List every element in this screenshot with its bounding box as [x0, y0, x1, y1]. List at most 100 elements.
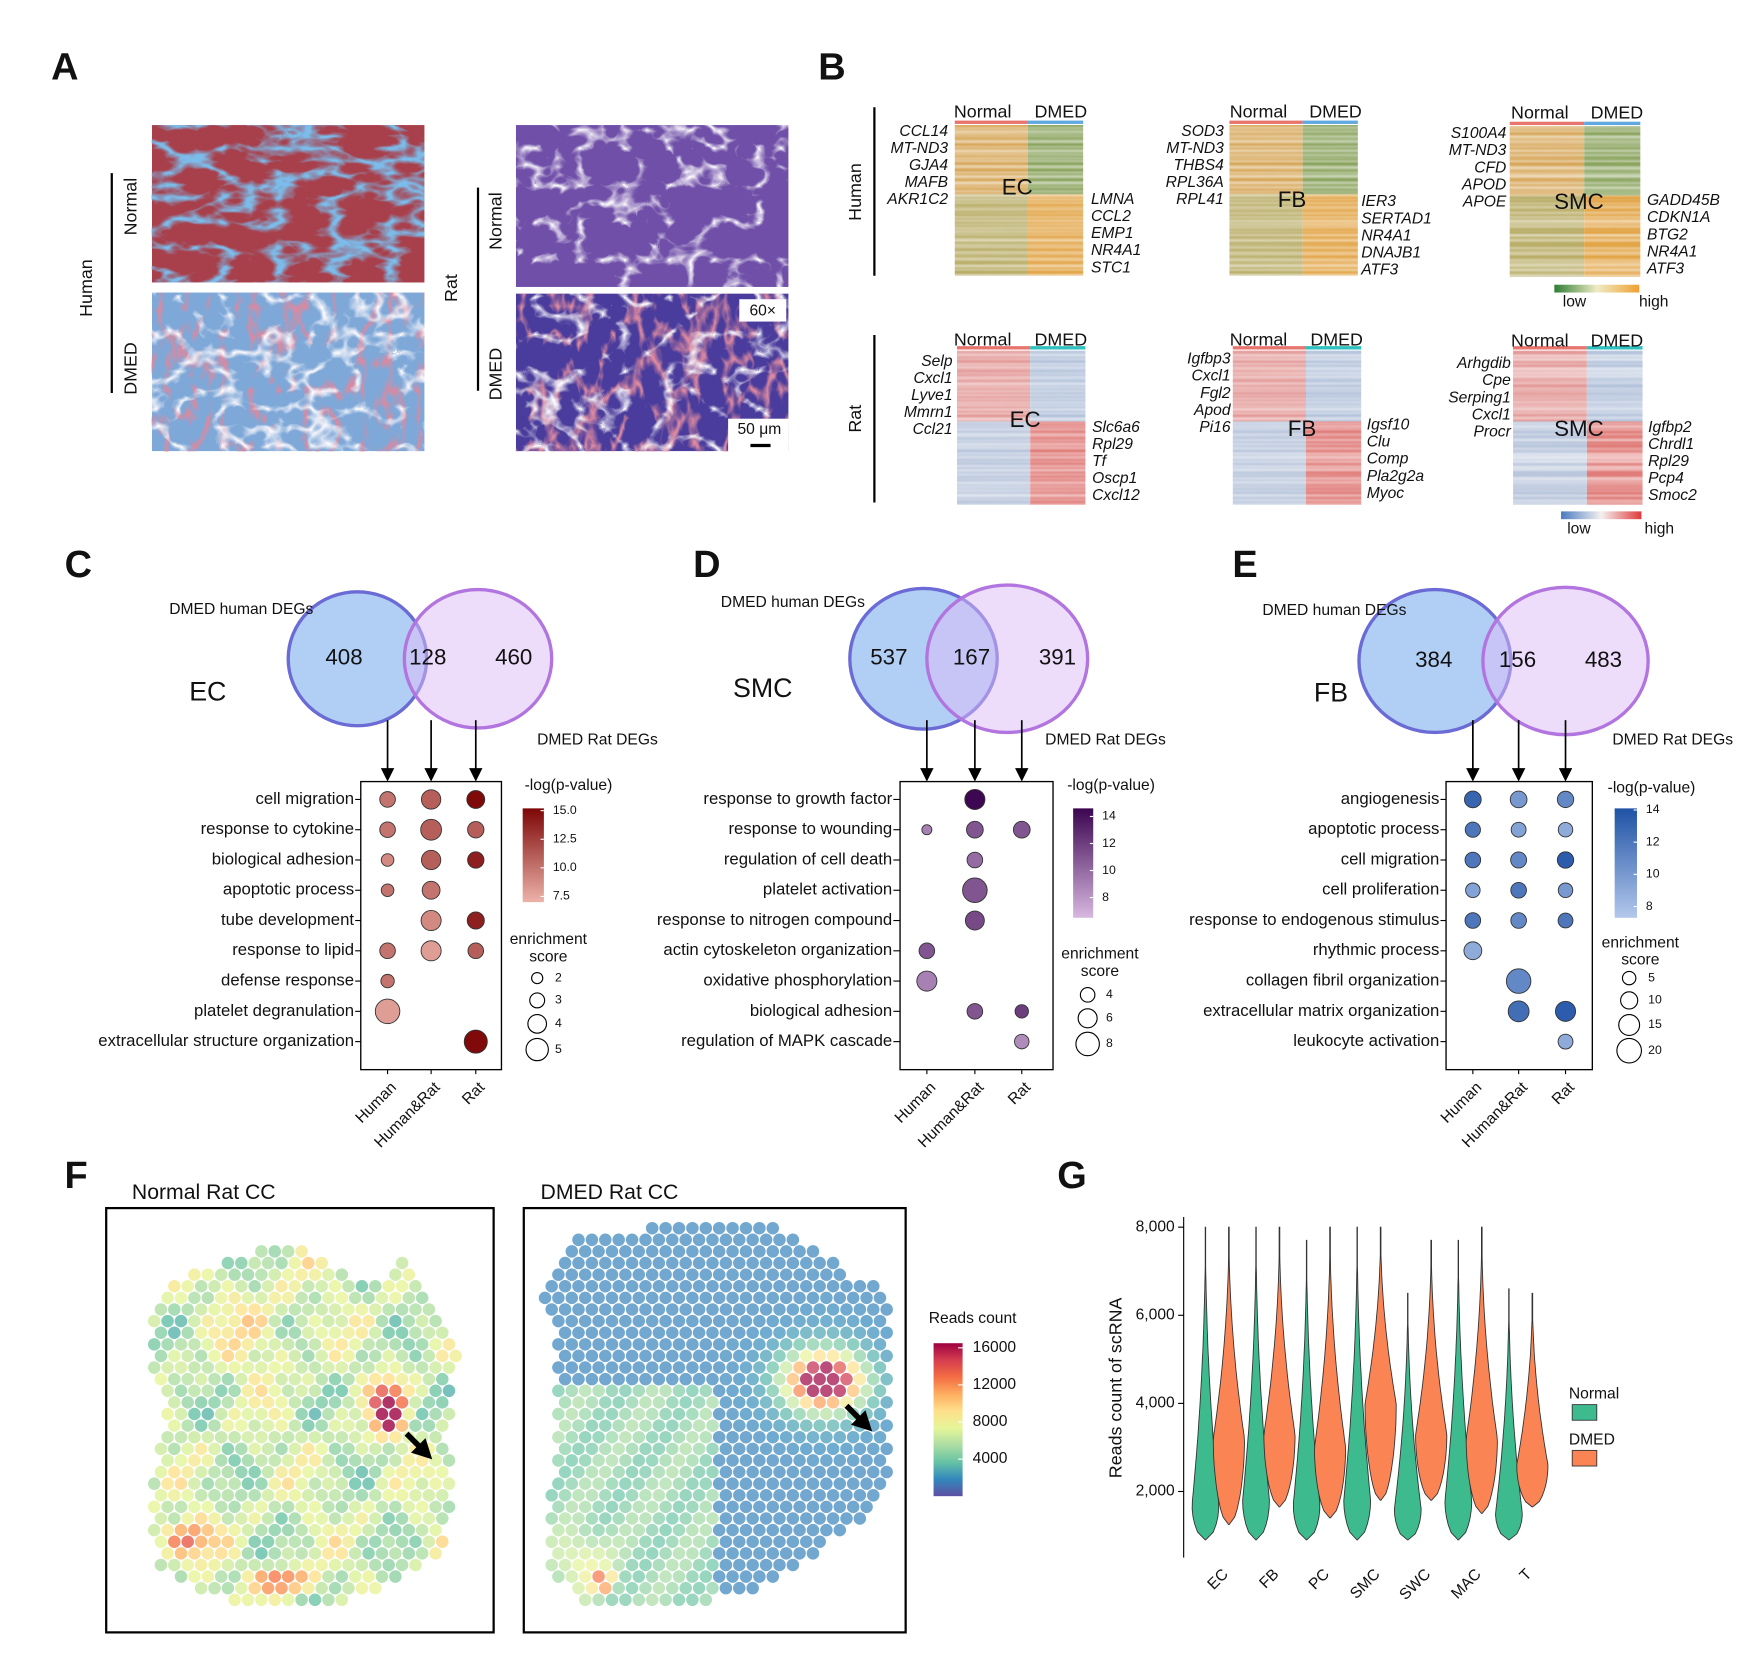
- gene-label: THBS4: [1173, 157, 1224, 174]
- spot: [308, 1384, 322, 1398]
- spot: [612, 1326, 625, 1339]
- spot: [806, 1500, 820, 1514]
- spot: [268, 1570, 282, 1583]
- condition-label: Normal: [121, 178, 141, 236]
- spot: [605, 1523, 619, 1537]
- spot: [161, 1384, 174, 1398]
- maps: [147, 1221, 893, 1607]
- spot: [355, 1465, 369, 1479]
- spot: [201, 1454, 215, 1467]
- spot: [645, 1338, 659, 1351]
- spot: [672, 1477, 686, 1490]
- spot: [612, 1512, 625, 1525]
- spot: [699, 1268, 713, 1281]
- spot: [833, 1430, 847, 1444]
- spot: [692, 1442, 706, 1456]
- spot: [800, 1280, 813, 1293]
- spot: [194, 1419, 208, 1432]
- spot: [415, 1454, 429, 1467]
- spot: [572, 1512, 585, 1525]
- spot: [712, 1245, 726, 1258]
- spot: [241, 1361, 255, 1374]
- spot: [619, 1245, 632, 1258]
- spot: [558, 1303, 572, 1316]
- spot: [712, 1500, 726, 1514]
- spot: [639, 1326, 652, 1339]
- spot: [552, 1454, 565, 1467]
- spot: [572, 1326, 585, 1339]
- spot: [208, 1396, 221, 1409]
- dot: [1464, 912, 1482, 929]
- spot: [255, 1500, 268, 1514]
- spot: [335, 1547, 349, 1560]
- spot: [194, 1535, 208, 1548]
- spot: [281, 1384, 295, 1398]
- image-texture: [151, 125, 425, 283]
- spot: [281, 1314, 295, 1328]
- spot: [733, 1372, 746, 1386]
- spot: [241, 1430, 255, 1444]
- spot: [786, 1442, 800, 1456]
- spot: [719, 1419, 733, 1432]
- spot: [645, 1547, 659, 1560]
- spot: [578, 1338, 592, 1351]
- panel-label: F: [64, 1155, 87, 1197]
- spot: [328, 1372, 342, 1386]
- spot: [322, 1477, 335, 1490]
- spot: [362, 1547, 375, 1560]
- spot: [302, 1465, 315, 1479]
- y-tick-label: 4,000: [1136, 1395, 1175, 1412]
- spot: [759, 1558, 773, 1572]
- term-label: response to endogenous stimulus: [1189, 910, 1439, 929]
- spot: [753, 1430, 766, 1444]
- spot: [813, 1489, 826, 1502]
- spot: [402, 1291, 416, 1305]
- dot: [966, 851, 984, 869]
- gene-label: BTG2: [1647, 226, 1688, 243]
- spot: [241, 1268, 255, 1281]
- spot: [558, 1280, 572, 1293]
- spot: [328, 1558, 342, 1572]
- spot: [395, 1396, 409, 1409]
- spot: [820, 1523, 833, 1537]
- spot: [706, 1419, 719, 1432]
- spot: [348, 1361, 362, 1374]
- spot: [645, 1384, 659, 1398]
- spot: [833, 1361, 847, 1374]
- size-legend-label: 6: [1106, 1011, 1113, 1025]
- spot: [619, 1407, 632, 1421]
- spot: [826, 1303, 840, 1316]
- spot: [733, 1581, 746, 1595]
- condition-label: Normal: [486, 192, 506, 250]
- spot: [786, 1233, 800, 1247]
- spot: [619, 1570, 632, 1583]
- spot: [592, 1314, 605, 1328]
- spot: [612, 1465, 625, 1479]
- spot: [235, 1303, 248, 1316]
- scale-bar-label: 50 μm: [738, 421, 782, 438]
- spot: [605, 1547, 619, 1560]
- spot: [880, 1419, 893, 1432]
- spot: [599, 1512, 612, 1525]
- spot: [389, 1384, 402, 1398]
- spot: [652, 1280, 666, 1293]
- spot: [806, 1384, 820, 1398]
- spot: [826, 1512, 840, 1525]
- term-label: response to cytokine: [201, 819, 354, 838]
- spot: [235, 1256, 248, 1270]
- spot: [712, 1430, 726, 1444]
- spot: [619, 1291, 632, 1305]
- spot: [295, 1268, 308, 1281]
- spot: [666, 1326, 679, 1339]
- spot: [800, 1535, 813, 1548]
- venn-rat: [925, 583, 1090, 735]
- spot: [753, 1523, 766, 1537]
- spot: [853, 1465, 867, 1479]
- venn-count: 483: [1585, 647, 1622, 672]
- spot: [342, 1396, 355, 1409]
- spot: [375, 1338, 389, 1351]
- spot: [355, 1280, 369, 1293]
- spot: [415, 1338, 429, 1351]
- spot: [793, 1384, 806, 1398]
- spot: [645, 1291, 659, 1305]
